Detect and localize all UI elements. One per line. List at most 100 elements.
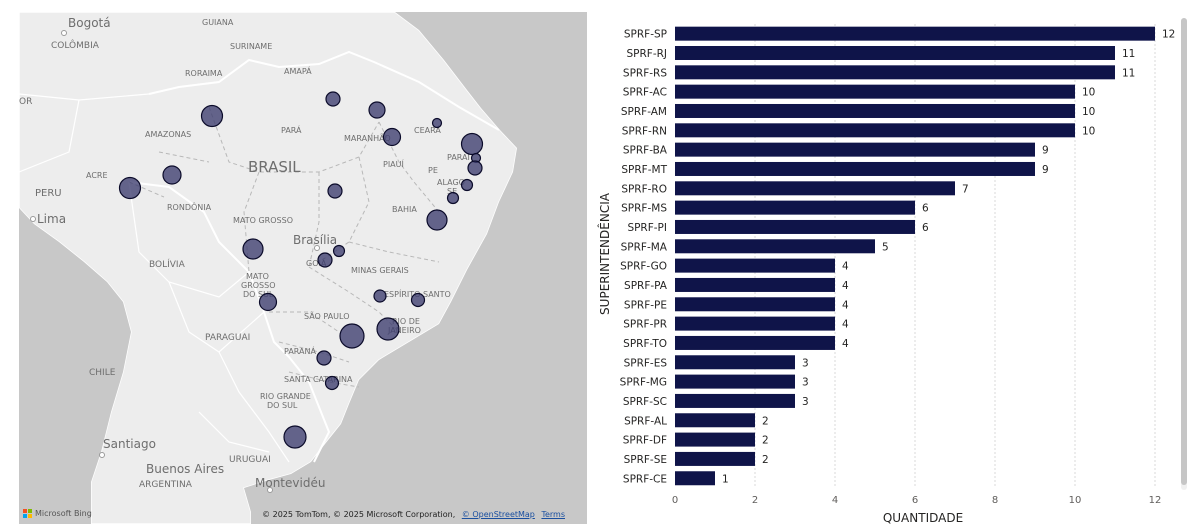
category-label: SPRF-MS bbox=[621, 203, 667, 215]
map-label-amapa: AMAPÁ bbox=[284, 65, 312, 76]
bar-sprf-rj[interactable] bbox=[675, 45, 1115, 60]
x-tick-label: 10 bbox=[1069, 495, 1082, 506]
bubble-sprf-df[interactable] bbox=[332, 244, 346, 258]
bar-sprf-sc[interactable] bbox=[675, 393, 795, 408]
category-label: SPRF-RS bbox=[623, 67, 667, 79]
map-label-mato-grosso: MATO GROSSO bbox=[233, 216, 293, 225]
bubble-sprf-mt[interactable] bbox=[242, 238, 264, 260]
map-label-sao-paulo: SÃO PAULO bbox=[304, 311, 350, 321]
bubble-sprf-sc[interactable] bbox=[324, 375, 340, 391]
map-label-maranhao: MARANHÃO bbox=[344, 133, 391, 143]
bubble-sprf-rn[interactable] bbox=[460, 132, 484, 156]
map-label-rondonia: RONDÔNIA bbox=[167, 201, 212, 212]
bubble-sprf-mg[interactable] bbox=[373, 289, 387, 303]
bubble-sprf-go[interactable] bbox=[317, 252, 333, 268]
bar-sprf-ms[interactable] bbox=[675, 200, 915, 215]
bubble-sprf-se[interactable] bbox=[446, 191, 460, 205]
bar-sprf-sp[interactable] bbox=[675, 26, 1155, 41]
category-label: SPRF-GO bbox=[620, 261, 667, 273]
bar-sprf-pa[interactable] bbox=[675, 277, 835, 292]
city-markers bbox=[30, 30, 320, 493]
value-label: 9 bbox=[1042, 145, 1049, 157]
bubble-sprf-pr[interactable] bbox=[316, 350, 332, 366]
bar-sprf-ro[interactable] bbox=[675, 181, 955, 196]
map-label-uruguai: URUGUAI bbox=[229, 455, 271, 465]
bubble-sprf-ba[interactable] bbox=[426, 209, 448, 231]
bar-sprf-am[interactable] bbox=[675, 103, 1075, 118]
terms-link[interactable]: Terms bbox=[541, 510, 565, 519]
category-label: SPRF-PA bbox=[624, 280, 668, 292]
bubble-sprf-ac[interactable] bbox=[118, 176, 142, 200]
bubble-sprf-pi[interactable] bbox=[382, 127, 402, 147]
bar-sprf-mg[interactable] bbox=[675, 374, 795, 389]
x-tick-label: 4 bbox=[832, 495, 838, 506]
category-label: SPRF-SE bbox=[624, 454, 667, 466]
value-label: 4 bbox=[842, 338, 849, 350]
value-label: 11 bbox=[1122, 67, 1135, 79]
bar-sprf-rs[interactable] bbox=[675, 65, 1115, 80]
bubble-sprf-es[interactable] bbox=[410, 292, 426, 308]
value-label: 7 bbox=[962, 183, 969, 195]
bar-sprf-pr[interactable] bbox=[675, 316, 835, 331]
bar-sprf-ma[interactable] bbox=[675, 239, 875, 254]
bar-sprf-df[interactable] bbox=[675, 432, 755, 447]
map-labels: Bogotá COLÔMBIA GUIANA SURINAME RORAIMA … bbox=[19, 16, 470, 490]
map-label-bogota: Bogotá bbox=[68, 16, 111, 30]
map-label-para: PARÁ bbox=[281, 124, 302, 135]
value-label: 2 bbox=[762, 435, 769, 447]
city-marker-lima bbox=[30, 216, 36, 222]
microsoft-logo-icon bbox=[23, 509, 32, 518]
bubble-sprf-ma[interactable] bbox=[368, 101, 386, 119]
bar-sprf-mt[interactable] bbox=[675, 161, 1035, 176]
bar-sprf-rn[interactable] bbox=[675, 123, 1075, 138]
bubble-sprf-am[interactable] bbox=[200, 104, 224, 128]
bar-sprf-ba[interactable] bbox=[675, 142, 1035, 157]
city-marker-santiago bbox=[99, 452, 105, 458]
map-label-chile: CHILE bbox=[89, 368, 116, 378]
bar-chart[interactable]: SPRF-SP SPRF-RJ SPRF-RS SPRF-AC SPRF-AM SPRF-… bbox=[595, 0, 1200, 527]
category-label: SPRF-DF bbox=[623, 435, 667, 447]
value-label: 3 bbox=[802, 357, 809, 369]
map-label-pe: PE bbox=[428, 166, 438, 175]
x-tick-label: 12 bbox=[1149, 495, 1162, 506]
chart-scrollbar-thumb[interactable] bbox=[1181, 18, 1187, 485]
bar-sprf-al[interactable] bbox=[675, 413, 755, 428]
map-label-bolivia: BOLÍVIA bbox=[149, 258, 186, 270]
bubble-sprf-rs[interactable] bbox=[283, 425, 307, 449]
bubble-layer[interactable] bbox=[118, 91, 484, 449]
map-label-santiago: Santiago bbox=[103, 437, 156, 451]
bubble-sprf-ms[interactable] bbox=[258, 292, 278, 312]
bubble-sprf-ce[interactable] bbox=[431, 117, 443, 129]
bubble-sprf-pa[interactable] bbox=[325, 91, 341, 107]
value-label: 11 bbox=[1122, 48, 1135, 60]
bar-sprf-to[interactable] bbox=[675, 335, 835, 350]
bubble-sprf-rj[interactable] bbox=[376, 317, 400, 341]
value-label: 4 bbox=[842, 261, 849, 273]
map-canvas[interactable]: Bogotá COLÔMBIA GUIANA SURINAME RORAIMA … bbox=[19, 12, 587, 524]
map-visual[interactable]: Bogotá COLÔMBIA GUIANA SURINAME RORAIMA … bbox=[19, 12, 587, 524]
bar-sprf-ac[interactable] bbox=[675, 84, 1075, 99]
value-label: 6 bbox=[922, 222, 929, 234]
bubble-sprf-al[interactable] bbox=[460, 178, 474, 192]
country-borders bbox=[19, 93, 290, 463]
grid-lines bbox=[754, 24, 1156, 488]
category-label: SPRF-AL bbox=[624, 415, 667, 427]
osm-link[interactable]: © OpenStreetMap bbox=[461, 510, 535, 519]
bar-sprf-pi[interactable] bbox=[675, 219, 915, 234]
bubble-sprf-ro[interactable] bbox=[162, 165, 182, 185]
brazil-border bbox=[128, 50, 500, 463]
map-label-ceara: CEARÁ bbox=[414, 124, 441, 135]
bubble-sprf-pe[interactable] bbox=[467, 160, 483, 176]
bar-sprf-ce[interactable] bbox=[675, 471, 715, 486]
bar-sprf-pe[interactable] bbox=[675, 297, 835, 312]
map-label-amazonas: AMAZONAS bbox=[145, 130, 191, 139]
bar-sprf-se[interactable] bbox=[675, 451, 755, 466]
bars[interactable] bbox=[675, 26, 1155, 486]
map-label-roraima: RORAIMA bbox=[185, 69, 223, 78]
bubble-sprf-to[interactable] bbox=[327, 183, 343, 199]
bar-sprf-go[interactable] bbox=[675, 258, 835, 273]
category-labels: SPRF-SP SPRF-RJ SPRF-RS SPRF-AC SPRF-AM SPRF-… bbox=[620, 29, 668, 486]
bar-sprf-es[interactable] bbox=[675, 355, 795, 370]
bubble-sprf-sp[interactable] bbox=[339, 323, 365, 349]
value-label: 10 bbox=[1082, 125, 1095, 137]
